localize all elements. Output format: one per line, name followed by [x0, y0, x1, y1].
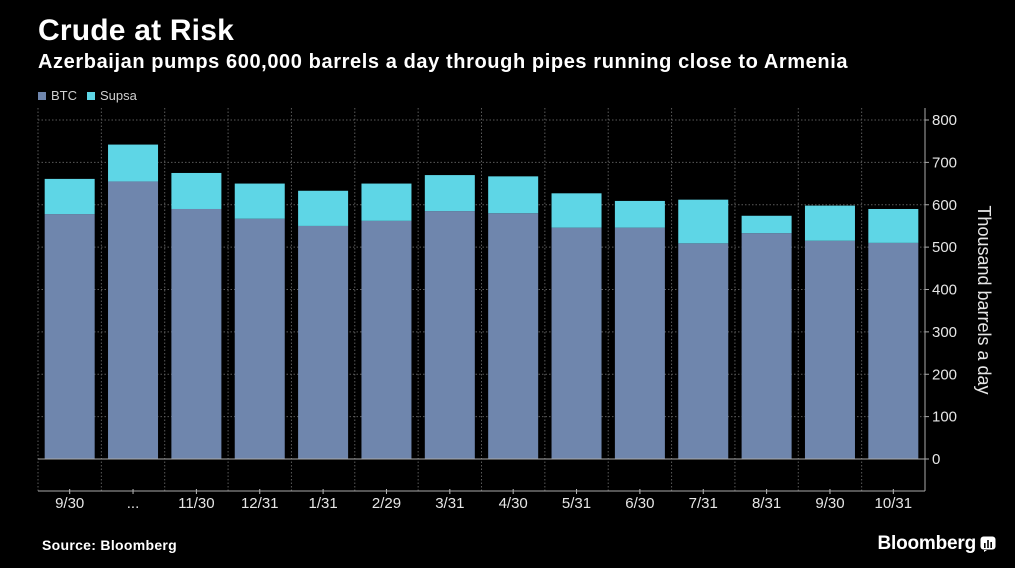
bar-supsa-1 [108, 144, 159, 182]
bar-btc-2 [171, 208, 222, 459]
x-tick-label: 10/31 [875, 495, 913, 512]
bar-btc-6 [424, 211, 475, 459]
x-tick-label: 3/31 [435, 495, 464, 512]
legend-swatch-btc [38, 91, 46, 100]
chart-title: Crude at Risk [38, 14, 234, 47]
bar-btc-5 [361, 220, 412, 459]
x-tick-label: 7/31 [689, 495, 718, 512]
source-note: Source: Bloomberg [42, 537, 178, 553]
y-tick-label: 500 [932, 239, 957, 256]
x-tick-label: 9/30 [55, 495, 84, 512]
bar-btc-7 [488, 213, 539, 459]
y-tick-label: 600 [932, 197, 957, 214]
x-tick-label: 1/31 [309, 495, 338, 512]
y-tick-label: 400 [932, 282, 957, 299]
legend-item-btc: BTC [38, 88, 77, 103]
x-tick-label: 2/29 [372, 495, 401, 512]
y-tick-label: 300 [932, 324, 957, 341]
bar-btc-10 [678, 243, 729, 459]
y-tick-label: 100 [932, 409, 957, 426]
x-tick-label: 5/31 [562, 495, 591, 512]
bar-supsa-5 [361, 183, 412, 221]
y-tick-label: 200 [932, 366, 957, 383]
bar-supsa-7 [488, 176, 539, 214]
bar-supsa-9 [614, 200, 665, 228]
bloomberg-chart-icon [980, 536, 996, 552]
chart-subtitle: Azerbaijan pumps 600,000 barrels a day t… [38, 51, 849, 73]
y-tick-label: 0 [932, 451, 940, 468]
bar-btc-1 [108, 181, 159, 459]
bar-supsa-11 [741, 215, 792, 234]
bar-btc-11 [741, 233, 792, 459]
bar-btc-4 [298, 225, 349, 459]
bar-btc-0 [44, 214, 95, 459]
legend-swatch-supsa [87, 91, 95, 100]
legend-label-btc: BTC [51, 88, 77, 103]
bar-supsa-2 [171, 172, 222, 209]
x-tick-label: 8/31 [752, 495, 781, 512]
bar-supsa-3 [234, 183, 285, 219]
legend: BTC Supsa [38, 88, 147, 103]
bar-supsa-8 [551, 193, 602, 228]
y-tick-label: 700 [932, 154, 957, 171]
bar-supsa-12 [804, 205, 855, 241]
bar-btc-8 [551, 227, 602, 459]
x-tick-label: 6/30 [625, 495, 654, 512]
bar-supsa-4 [298, 190, 349, 226]
x-tick-label: 12/31 [241, 495, 279, 512]
legend-item-supsa: Supsa [87, 88, 137, 103]
bar-btc-13 [868, 242, 919, 459]
bar-supsa-6 [424, 175, 475, 212]
x-tick-label: 11/30 [178, 495, 214, 512]
x-tick-label: 4/30 [499, 495, 528, 512]
x-tick-label: 9/30 [815, 495, 844, 512]
legend-label-supsa: Supsa [100, 88, 137, 103]
bar-btc-9 [614, 227, 665, 459]
bar-supsa-10 [678, 199, 729, 244]
bar-supsa-13 [868, 208, 919, 243]
bar-supsa-0 [44, 178, 95, 215]
brand-name: Bloomberg [877, 533, 977, 554]
bloomberg-logo: Bloomberg [878, 533, 996, 555]
bar-btc-12 [804, 240, 855, 459]
y-axis-label: Thousand barrels a day [974, 205, 994, 394]
bar-btc-3 [234, 218, 285, 459]
x-tick-label: ... [127, 495, 140, 512]
y-tick-label: 800 [932, 112, 957, 129]
